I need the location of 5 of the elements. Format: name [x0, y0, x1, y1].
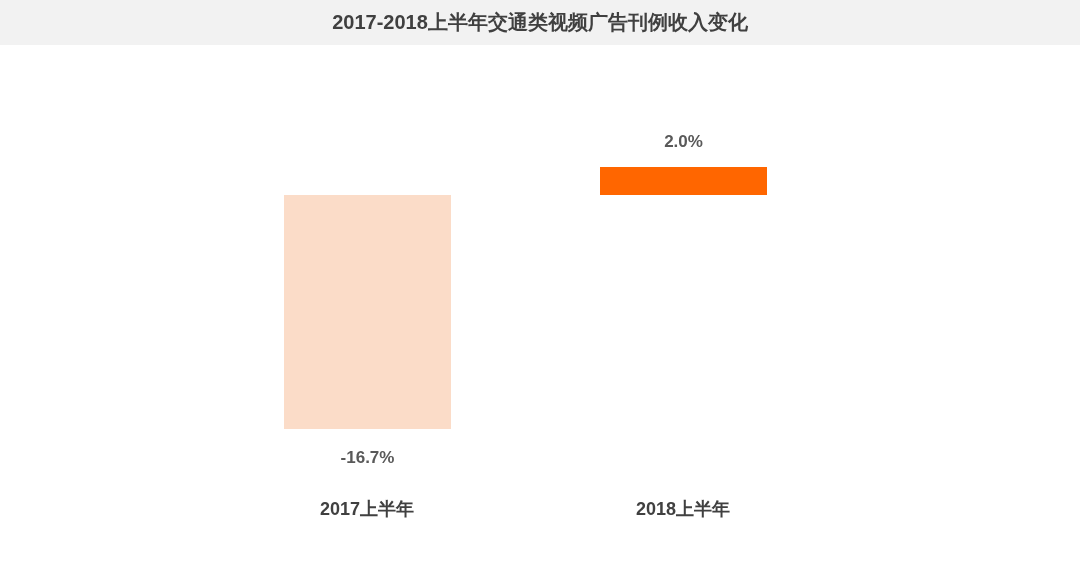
chart-title: 2017-2018上半年交通类视频广告刊例收入变化	[0, 0, 1080, 45]
data-label: -16.7%	[340, 448, 395, 467]
x-tick-label: 2018上半年	[635, 499, 731, 519]
data-label: 2.0%	[664, 132, 703, 151]
x-tick-label: 2017上半年	[319, 499, 415, 519]
